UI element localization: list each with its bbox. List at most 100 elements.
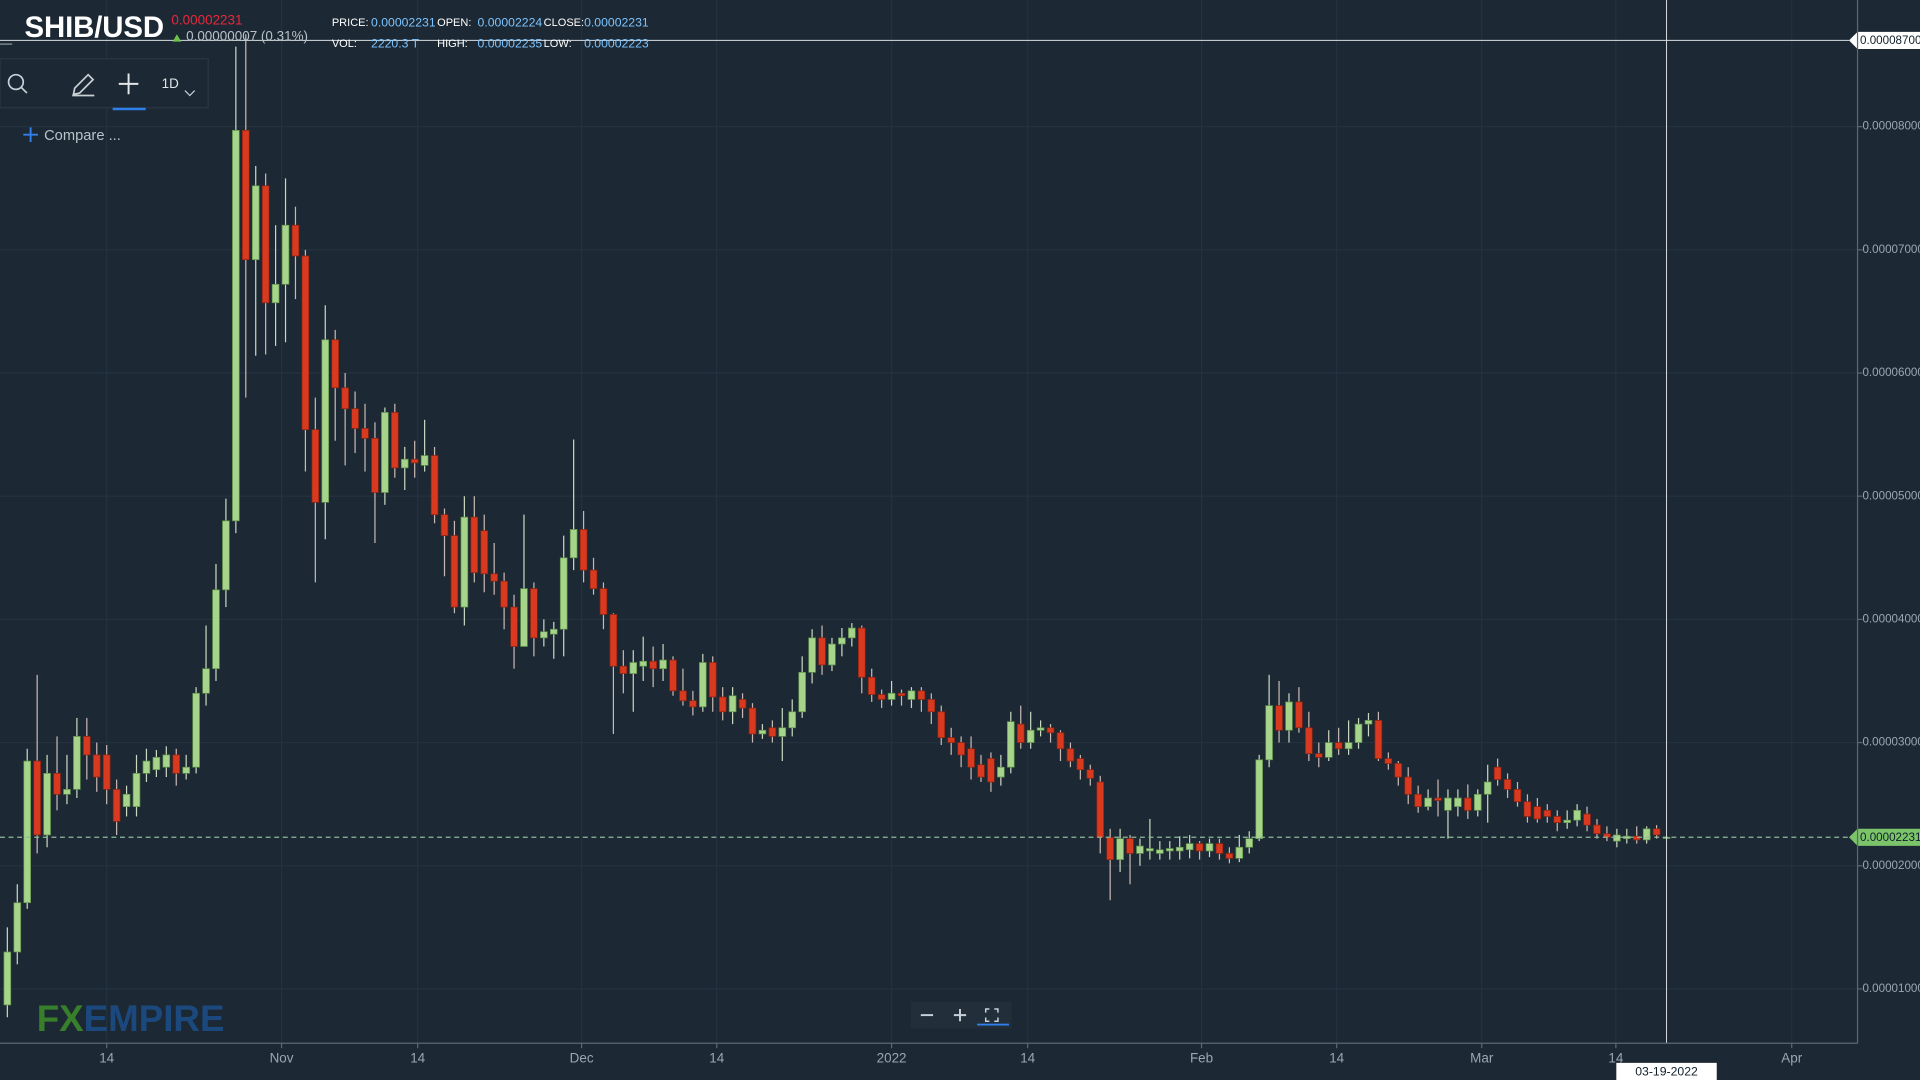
candle-body <box>818 637 826 666</box>
candle-body <box>301 255 310 431</box>
candle-body <box>718 696 727 713</box>
candle-body <box>639 660 647 667</box>
fullscreen[interactable] <box>984 1008 999 1022</box>
x-tick-label: Mar <box>1470 1051 1494 1066</box>
candle-body <box>63 789 71 795</box>
x-tick-label: 2022 <box>877 1051 907 1066</box>
candle-body <box>1473 793 1482 811</box>
candle-body <box>1185 843 1194 851</box>
candle-body <box>1116 838 1124 860</box>
candle-body <box>1374 720 1383 759</box>
active-underline <box>112 107 146 111</box>
candle-body <box>212 589 220 670</box>
candle-body <box>619 665 628 674</box>
candle-body <box>1573 809 1581 821</box>
candle-body <box>907 690 916 700</box>
candle-body <box>1613 834 1621 842</box>
candle-body <box>1195 843 1204 852</box>
candle-body <box>1056 732 1065 750</box>
candle-body <box>748 707 757 735</box>
candle-body <box>569 529 578 559</box>
candle-body <box>1096 781 1105 838</box>
compare[interactable]: Compare ... <box>44 128 121 144</box>
y-tick-label: 0.00004000 <box>1862 612 1920 625</box>
candle-body <box>510 606 518 647</box>
candle-body <box>1136 845 1144 854</box>
candle-body <box>172 754 181 774</box>
candle-body <box>33 760 41 836</box>
last-price-tag <box>1848 828 1920 846</box>
candle-body <box>1016 723 1025 743</box>
candle-body <box>271 283 280 304</box>
field-value: 0.00002223 <box>584 36 649 50</box>
candle-body <box>1086 769 1095 779</box>
draw-button[interactable] <box>72 73 95 97</box>
candle-body <box>391 412 399 469</box>
search-icon <box>7 73 25 91</box>
candle-body <box>1424 797 1432 807</box>
x-tick-label: 14 <box>410 1051 425 1066</box>
candle-body <box>460 516 469 608</box>
candle-body <box>1404 776 1413 795</box>
field-label: LOW: <box>544 38 572 50</box>
candle-body <box>371 437 379 493</box>
candle-body <box>381 412 389 493</box>
field-label: HIGH: <box>437 38 468 50</box>
up-arrow <box>172 34 182 42</box>
plus-icon <box>118 73 139 95</box>
candle-body <box>689 700 697 708</box>
candle-body <box>867 676 876 695</box>
candle-body <box>410 458 419 464</box>
candle-body <box>1156 849 1164 854</box>
candle-body <box>828 643 836 666</box>
compare-plus[interactable] <box>23 127 38 143</box>
y-tick-label: 0.00006000 <box>1862 366 1920 379</box>
y-tick-label: 0.00005000 <box>1862 489 1920 502</box>
field-label: VOL: <box>332 38 357 50</box>
candle-body <box>450 535 459 608</box>
candle-body <box>3 951 12 1006</box>
candle-body <box>53 772 61 795</box>
y-tick-label: 0.00002000 <box>1862 859 1920 872</box>
candle-body <box>142 760 151 774</box>
field-label: PRICE: <box>332 17 369 29</box>
zoom-in[interactable] <box>953 1008 967 1022</box>
candle-body <box>838 637 846 645</box>
candle-body <box>1066 748 1075 762</box>
candle-body <box>202 668 210 694</box>
candle-body <box>1444 797 1452 811</box>
candle-body <box>1394 763 1403 778</box>
candle-body <box>808 637 816 673</box>
candle-body <box>1543 809 1552 817</box>
candle-body <box>1007 721 1015 768</box>
candle-body <box>1146 848 1154 852</box>
search-button[interactable] <box>7 73 28 94</box>
candle-body <box>1434 797 1442 801</box>
candle-body <box>1642 828 1651 841</box>
candle-body <box>420 455 429 466</box>
watermark: FXEMPIRE <box>37 998 225 1039</box>
candle-body <box>1106 837 1114 860</box>
candle-body <box>1364 720 1373 725</box>
candle-body <box>1275 705 1283 731</box>
watermark-empire: EMPIRE <box>84 998 225 1039</box>
x-tick-label: Nov <box>270 1051 294 1066</box>
candle-body <box>927 699 936 713</box>
candle-body <box>23 760 32 904</box>
pencil-icon <box>72 73 95 97</box>
interval[interactable]: 1D <box>162 76 179 91</box>
candle-body <box>1523 801 1532 817</box>
candle-body <box>848 627 856 639</box>
candle-body <box>1324 742 1333 758</box>
candle-body <box>261 185 270 304</box>
field-value: 0.00002224 <box>478 15 543 29</box>
crosshair-button[interactable] <box>112 73 146 111</box>
candle-body <box>321 339 330 503</box>
candle-body <box>1334 742 1343 750</box>
crosshair-price-tag <box>1848 31 1920 49</box>
ohlc-fields: PRICE: 0.00002231 OPEN: 0.00002224 CLOSE: 0.0… <box>332 15 649 50</box>
candle-body <box>1215 843 1224 854</box>
interval-chevron[interactable] <box>184 90 196 97</box>
